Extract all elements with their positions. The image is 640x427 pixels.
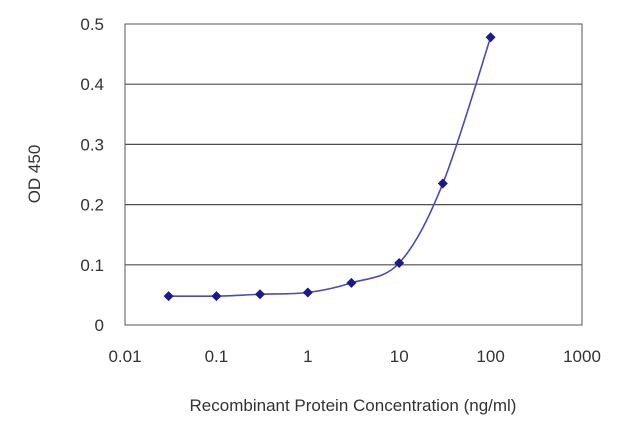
y-axis-ticks: 0 0.1 0.2 0.3 0.4 0.5	[80, 15, 104, 335]
data-points	[163, 32, 496, 302]
y-tick-label: 0.4	[80, 75, 104, 94]
data-point	[302, 287, 313, 298]
y-tick-label: 0.2	[80, 196, 104, 215]
grid-lines	[125, 83, 582, 266]
data-point	[211, 291, 222, 302]
plot-area-frame	[124, 23, 583, 326]
x-tick-label: 0.1	[205, 347, 229, 366]
data-point	[485, 32, 496, 43]
data-point	[163, 291, 174, 302]
x-tick-label: 10	[390, 347, 409, 366]
fit-curve	[168, 36, 492, 298]
x-tick-label: 1	[303, 347, 312, 366]
y-tick-label: 0.5	[80, 15, 104, 34]
data-point	[437, 178, 448, 189]
y-tick-label: 0.3	[80, 135, 104, 154]
x-tick-label: 100	[476, 347, 504, 366]
data-point	[394, 257, 405, 268]
x-tick-label: 1000	[563, 347, 601, 366]
y-tick-label: 0.1	[80, 256, 104, 275]
data-point	[255, 289, 266, 300]
x-tick-label: 0.01	[108, 347, 141, 366]
y-tick-label: 0	[95, 316, 104, 335]
x-axis-ticks: 0.01 0.1 1 10 100 1000	[108, 347, 600, 366]
x-axis-label: Recombinant Protein Concentration (ng/ml…	[190, 396, 517, 415]
y-axis-label: OD 450	[25, 145, 44, 204]
data-point	[346, 277, 357, 288]
